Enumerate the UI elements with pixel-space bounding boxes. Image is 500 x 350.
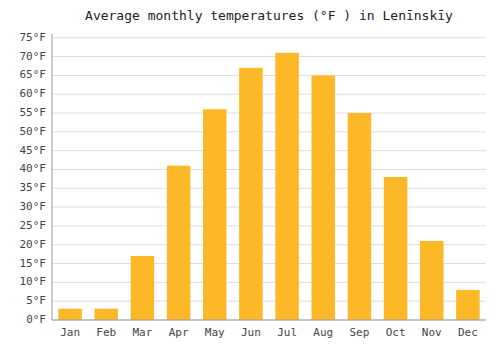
y-tick-label: 25°F [20, 219, 47, 232]
bars [58, 53, 479, 320]
y-tick-label: 40°F [20, 162, 47, 175]
x-tick-label: Aug [313, 326, 333, 339]
grid-line [52, 113, 486, 114]
bar [275, 53, 299, 320]
chart: Average monthly temperatures (°F ) in Le… [0, 0, 500, 350]
y-tick-label: 20°F [20, 238, 47, 251]
bar [167, 166, 191, 320]
x-axis [52, 320, 486, 321]
x-tick-label: Oct [386, 326, 406, 339]
grid-line [52, 75, 486, 76]
bar [311, 75, 335, 320]
y-tick-label: 5°F [26, 294, 46, 307]
y-tick-label: 60°F [20, 87, 47, 100]
y-tick-label: 15°F [20, 257, 47, 270]
y-tick-label: 50°F [20, 125, 47, 138]
x-tick-label: May [205, 326, 225, 339]
grid-line [52, 320, 486, 321]
x-ticks: Jan Feb Mar Apr May Jun Jul Aug Sep Oct Nov Dec [60, 326, 478, 339]
y-tick-label: 0°F [26, 313, 46, 326]
x-tick-label: Jul [277, 326, 297, 339]
bar [94, 309, 118, 320]
bar [239, 68, 263, 320]
grid-line [52, 150, 486, 151]
grid-line [52, 56, 486, 57]
y-tick-label: 35°F [20, 181, 47, 194]
y-axis [52, 34, 53, 320]
y-tick-label: 65°F [20, 68, 47, 81]
x-tick-label: Dec [458, 326, 478, 339]
bar [384, 177, 408, 320]
x-tick-label: Jan [60, 326, 80, 339]
bar [131, 256, 155, 320]
chart-container: Average monthly temperatures (°F ) in Le… [0, 0, 500, 350]
y-tick-label: 75°F [20, 31, 47, 44]
x-tick-label: Jun [241, 326, 261, 339]
bar [456, 290, 480, 320]
grid-line [52, 94, 486, 95]
y-tick-label: 55°F [20, 106, 47, 119]
y-tick-label: 30°F [20, 200, 47, 213]
grid-line [52, 131, 486, 132]
x-tick-label: Feb [96, 326, 116, 339]
y-tick-label: 10°F [20, 275, 47, 288]
bar [58, 309, 82, 320]
x-tick-label: Nov [422, 326, 442, 339]
bar [203, 109, 227, 320]
grid-line [52, 225, 486, 226]
bar [348, 113, 372, 320]
grid-line [52, 207, 486, 208]
bar [420, 241, 444, 320]
grid [52, 38, 486, 320]
x-tick-label: Apr [169, 326, 189, 339]
x-tick-label: Sep [349, 326, 369, 339]
y-tick-label: 45°F [20, 144, 47, 157]
y-tick-label: 70°F [20, 50, 47, 63]
grid-line [52, 169, 486, 170]
grid-line [52, 37, 486, 38]
grid-line [52, 188, 486, 189]
y-ticks: 0°F 5°F 10°F 15°F 20°F 25°F 30°F 35°F 40°F 45°F 50… [20, 31, 47, 326]
title: Average monthly temperatures (°F ) in Le… [85, 8, 453, 23]
x-tick-label: Mar [132, 326, 152, 339]
